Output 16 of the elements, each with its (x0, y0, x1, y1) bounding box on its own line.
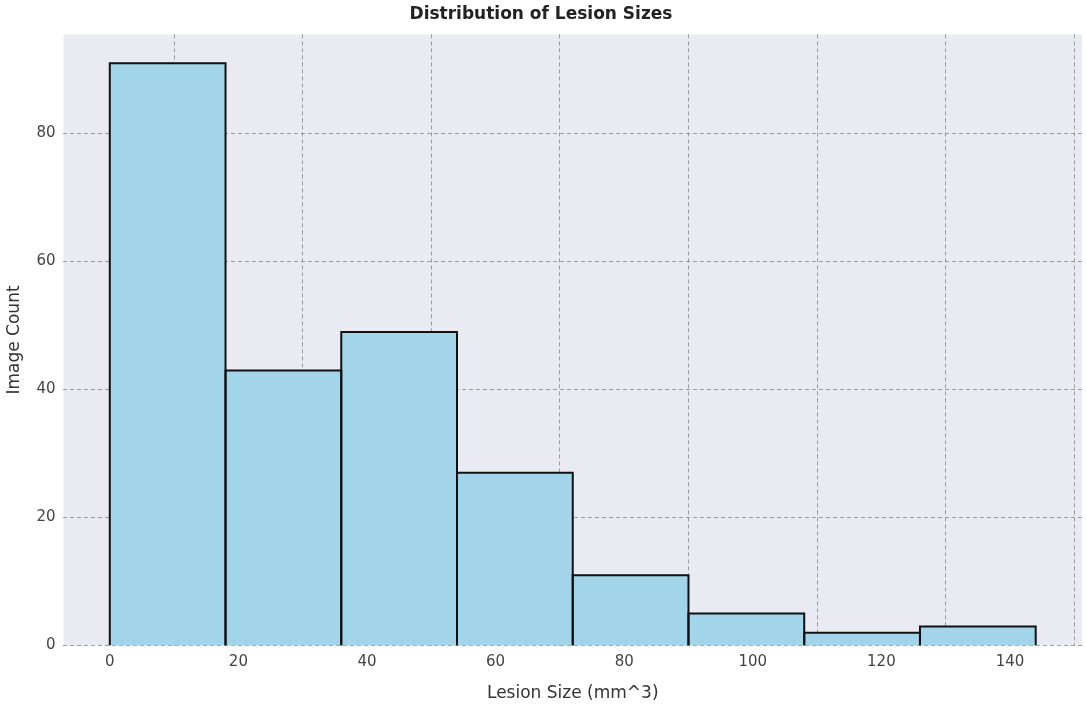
x-tick-label: 140 (995, 652, 1025, 671)
y-axis-title: Image Count (2, 285, 23, 395)
x-tick-label: 40 (357, 652, 377, 671)
y-tick-label: 0 (45, 635, 56, 654)
x-axis-title: Lesion Size (mm^3) (486, 682, 659, 703)
x-tick-label: 80 (614, 652, 634, 671)
x-tick-label: 60 (486, 652, 506, 671)
x-tick-label: 100 (738, 652, 768, 671)
x-tick-label: 20 (228, 652, 248, 671)
y-tick-label: 40 (36, 379, 56, 398)
y-tick-label: 60 (36, 251, 56, 270)
y-tick-label: 20 (36, 507, 56, 526)
y-tick-label: 80 (36, 123, 56, 142)
x-tick-label: 120 (867, 652, 896, 671)
x-tick-label: 0 (105, 652, 115, 671)
chart-title: Distribution of Lesion Sizes (409, 2, 673, 23)
